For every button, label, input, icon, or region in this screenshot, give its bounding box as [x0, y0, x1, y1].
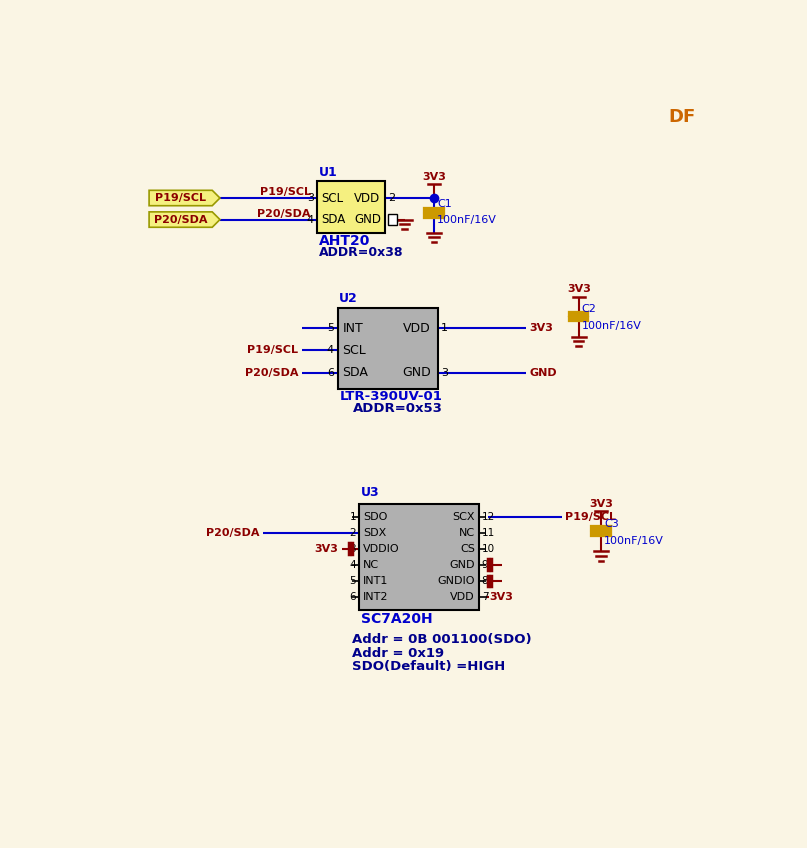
Text: P19/SCL: P19/SCL	[155, 193, 206, 203]
Text: SDA: SDA	[342, 366, 368, 379]
Text: P20/SDA: P20/SDA	[257, 209, 311, 219]
Text: 3: 3	[307, 193, 314, 203]
Text: VDD: VDD	[450, 592, 475, 602]
Text: SDO: SDO	[363, 511, 387, 522]
Text: P19/SCL: P19/SCL	[565, 511, 616, 522]
Text: GND: GND	[449, 560, 475, 570]
Text: 4: 4	[307, 215, 314, 225]
Text: 3: 3	[441, 368, 448, 378]
Text: GNDIO: GNDIO	[437, 576, 475, 586]
Polygon shape	[149, 212, 220, 227]
Text: VDD: VDD	[403, 321, 430, 335]
Text: SDA: SDA	[321, 213, 346, 226]
Text: 100nF/16V: 100nF/16V	[604, 536, 664, 545]
Text: 5: 5	[388, 215, 395, 225]
Text: C2: C2	[582, 304, 596, 314]
Text: 11: 11	[482, 527, 495, 538]
Text: INT1: INT1	[363, 576, 388, 586]
Text: 10: 10	[482, 544, 495, 554]
Text: 4: 4	[327, 345, 334, 355]
Text: P19/SCL: P19/SCL	[248, 345, 299, 355]
Text: P20/SDA: P20/SDA	[207, 527, 260, 538]
Text: C1: C1	[437, 199, 452, 209]
Text: 9: 9	[482, 560, 488, 570]
Text: SDX: SDX	[363, 527, 387, 538]
Text: SCL: SCL	[321, 192, 344, 204]
Polygon shape	[149, 190, 220, 206]
Text: GND: GND	[403, 366, 431, 379]
Text: 2: 2	[388, 193, 395, 203]
Text: 1: 1	[349, 511, 356, 522]
Text: 8: 8	[482, 576, 488, 586]
Text: 100nF/16V: 100nF/16V	[437, 215, 497, 225]
Text: 3V3: 3V3	[315, 544, 338, 554]
Text: 12: 12	[482, 511, 495, 522]
Text: U2: U2	[339, 292, 358, 305]
Text: 3V3: 3V3	[489, 592, 513, 602]
Text: P20/SDA: P20/SDA	[245, 368, 299, 378]
Bar	[359, 504, 479, 610]
Text: SDO(Default) =HIGH: SDO(Default) =HIGH	[352, 661, 505, 673]
Text: CS: CS	[460, 544, 475, 554]
Text: Addr = 0B 001100(SDO): Addr = 0B 001100(SDO)	[352, 633, 531, 645]
Text: U3: U3	[361, 486, 379, 499]
Text: 1: 1	[441, 323, 448, 333]
Bar	[338, 308, 438, 389]
Text: LTR-390UV-01: LTR-390UV-01	[339, 390, 442, 403]
Text: 3V3: 3V3	[529, 323, 554, 333]
Text: NC: NC	[363, 560, 379, 570]
Text: AHT20: AHT20	[319, 234, 370, 248]
Text: U1: U1	[319, 165, 337, 179]
Text: P19/SCL: P19/SCL	[260, 187, 311, 198]
Text: GND: GND	[529, 368, 557, 378]
Text: ADDR=0x53: ADDR=0x53	[353, 403, 443, 416]
Text: SCX: SCX	[452, 511, 475, 522]
Text: P20/SDA: P20/SDA	[154, 215, 207, 225]
Text: 6: 6	[327, 368, 334, 378]
Text: VDDIO: VDDIO	[363, 544, 399, 554]
Text: 4: 4	[349, 560, 356, 570]
Text: ADDR=0x38: ADDR=0x38	[319, 246, 403, 259]
Text: 7: 7	[482, 592, 488, 602]
Text: 100nF/16V: 100nF/16V	[582, 321, 642, 331]
Text: 3: 3	[349, 544, 356, 554]
Text: INT: INT	[342, 321, 363, 335]
Text: 6: 6	[349, 592, 356, 602]
Text: GND: GND	[354, 213, 381, 226]
Text: DF: DF	[668, 109, 696, 126]
Text: 3V3: 3V3	[422, 172, 446, 181]
Text: VDD: VDD	[354, 192, 380, 204]
Text: 3V3: 3V3	[589, 499, 613, 509]
Text: NC: NC	[458, 527, 475, 538]
Text: C3: C3	[604, 519, 619, 528]
Text: 5: 5	[349, 576, 356, 586]
Text: SCL: SCL	[342, 344, 366, 357]
Text: INT2: INT2	[363, 592, 389, 602]
Text: SC7A20H: SC7A20H	[361, 612, 433, 626]
Bar	[317, 181, 385, 233]
Text: Addr = 0x19: Addr = 0x19	[352, 646, 444, 660]
Text: 3V3: 3V3	[567, 284, 591, 294]
Text: 5: 5	[327, 323, 334, 333]
Bar	[388, 215, 397, 225]
Text: 2: 2	[349, 527, 356, 538]
